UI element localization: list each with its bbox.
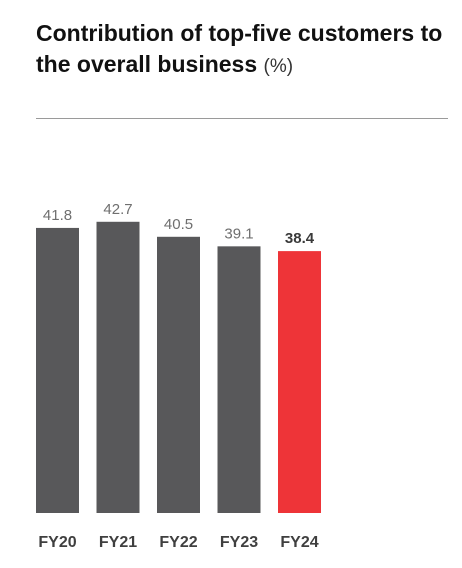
- bar-fy22: [157, 236, 200, 514]
- category-label-fy23: FY23: [220, 534, 258, 551]
- value-label-fy22: 40.5: [164, 216, 193, 233]
- category-label-fy20: FY20: [38, 534, 76, 551]
- category-label-fy24: FY24: [280, 534, 318, 551]
- bar-fy23: [217, 246, 261, 513]
- value-label-fy24: 38.4: [285, 230, 315, 247]
- bar-fy24: [278, 251, 321, 513]
- value-label-fy21: 42.7: [103, 201, 132, 218]
- bar-fy20: [36, 227, 79, 513]
- value-label-fy23: 39.1: [224, 225, 253, 242]
- category-label-fy21: FY21: [99, 534, 137, 551]
- value-label-fy20: 41.8: [43, 207, 72, 224]
- chart-title-text: Contribution of top-five customers to th…: [36, 20, 443, 77]
- title-divider: [36, 118, 448, 119]
- category-label-fy22: FY22: [159, 534, 197, 551]
- bar-fy21: [96, 221, 140, 513]
- chart-title-unit: (%): [263, 56, 294, 77]
- chart-title: Contribution of top-five customers to th…: [36, 18, 456, 82]
